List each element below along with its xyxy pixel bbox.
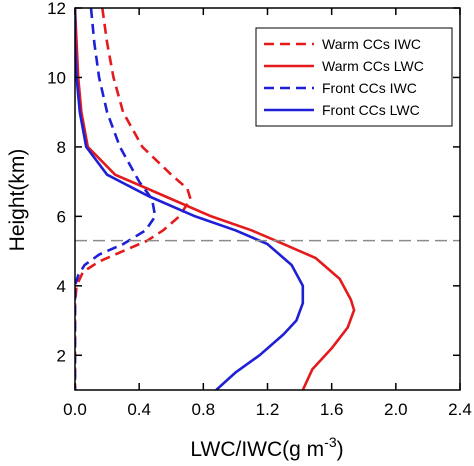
x-tick-label: 2.4 [448,400,472,419]
x-axis-title-close: ) [337,438,344,461]
x-axis-title-superscript: -3 [324,434,337,450]
legend-label-4: Front CCs LWC [322,102,420,118]
plot-series [75,8,356,390]
x-tick-label: 2.0 [384,400,408,419]
y-tick-label: 4 [57,277,66,296]
y-tick-label: 8 [57,138,66,157]
x-tick-label: 1.6 [320,400,344,419]
x-tick-label: 0.8 [192,400,216,419]
legend-label-2: Warm CCs LWC [322,58,424,74]
legend-label-1: Warm CCs IWC [322,36,421,52]
y-tick-label: 12 [47,0,66,18]
x-tick-label: 1.2 [256,400,280,419]
series-line-4 [75,8,305,390]
series-line-1 [75,8,192,390]
x-tick-label: 0.0 [63,400,87,419]
series-line-3 [75,8,157,390]
legend: Warm CCs IWC Warm CCs LWC Front CCs IWC Fro… [255,27,453,127]
axis-ticks: 0.0 0.4 0.8 1.2 1.6 2.0 2.4 2 4 6 8 10 12 [47,0,472,419]
y-axis-title: Height(km) [6,149,29,252]
y-tick-label: 10 [47,68,66,87]
x-axis-title-main: LWC/IWC(g m [190,438,324,461]
x-axis-title: LWC/IWC(g m-3) [190,434,343,461]
series-line-2 [75,8,356,390]
x-tick-label: 0.4 [127,400,151,419]
legend-label-3: Front CCs IWC [322,80,417,96]
y-tick-label: 2 [57,346,66,365]
y-tick-label: 6 [57,207,66,226]
